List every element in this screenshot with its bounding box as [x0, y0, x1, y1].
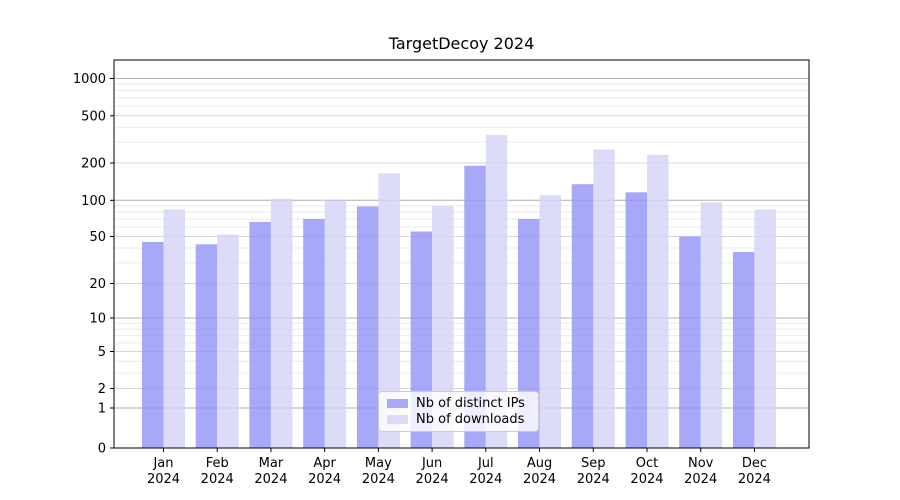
bar-jun-downloads [432, 205, 454, 448]
legend-label-downloads: Nb of downloads [416, 412, 525, 428]
x-axis-tick-label-month: Oct [636, 456, 658, 471]
legend-item-distinct-ips: Nb of distinct IPs [387, 396, 530, 411]
legend-item-downloads: Nb of downloads [387, 412, 530, 427]
bar-mar-distinct-ips [249, 222, 271, 448]
x-axis-tick-label-month: Nov [688, 456, 714, 471]
bar-jan-distinct-ips [142, 242, 164, 448]
bar-feb-distinct-ips [195, 244, 218, 448]
bar-oct-downloads [647, 154, 669, 448]
y-axis-tick-label: 1 [98, 402, 106, 417]
bar-may-downloads [378, 173, 400, 448]
y-axis-tick-label: 10 [89, 312, 106, 327]
x-axis-tick-label-month: Jan [152, 456, 173, 471]
bar-aug-distinct-ips [518, 219, 540, 448]
bar-dec-distinct-ips [732, 252, 755, 448]
y-axis-tick-label: 50 [89, 230, 106, 245]
x-axis-tick-label-month: May [365, 456, 392, 471]
bar-may-distinct-ips [356, 206, 379, 448]
bar-apr-distinct-ips [303, 219, 325, 448]
bar-mar-downloads [270, 198, 293, 448]
x-axis-tick-label-year: 2024 [469, 472, 502, 487]
x-axis-tick-label-month: Jun [421, 456, 442, 471]
bar-apr-downloads [324, 200, 347, 448]
x-axis-tick-label-month: Feb [206, 456, 229, 471]
x-axis-tick-label-year: 2024 [416, 472, 449, 487]
y-axis-tick-label: 1000 [73, 72, 106, 87]
bar-feb-downloads [217, 234, 239, 448]
x-axis-tick-label-year: 2024 [362, 472, 395, 487]
bar-jul-downloads [485, 134, 508, 448]
bar-sep-downloads [593, 149, 615, 448]
bar-jan-downloads [163, 209, 185, 448]
plot-border [113, 59, 810, 449]
legend-label-distinct-ips: Nb of distinct IPs [416, 395, 525, 411]
bar-sep-distinct-ips [571, 184, 594, 448]
y-axis-tick-label: 500 [81, 109, 106, 124]
x-axis-tick-label-month: Apr [313, 456, 336, 471]
y-axis-tick-label: 200 [81, 157, 106, 172]
x-axis-tick-label-month: Dec [742, 456, 767, 471]
x-axis-tick-label-year: 2024 [523, 472, 556, 487]
x-axis-tick-label-year: 2024 [147, 472, 180, 487]
legend: Nb of distinct IPs Nb of downloads [378, 391, 539, 432]
x-axis-tick-label-year: 2024 [201, 472, 234, 487]
bar-jul-distinct-ips [464, 165, 486, 449]
y-axis-tick-label: 5 [98, 345, 106, 360]
legend-swatch-distinct-ips [387, 398, 408, 408]
y-axis-tick-label: 0 [98, 442, 106, 457]
x-axis-tick-label-year: 2024 [577, 472, 610, 487]
legend-swatch-downloads [387, 415, 408, 425]
bar-aug-downloads [539, 195, 561, 448]
bar-oct-distinct-ips [625, 192, 647, 448]
x-axis-tick-label-year: 2024 [630, 472, 663, 487]
chart-title: TargetDecoy 2024 [388, 34, 535, 53]
y-axis-tick-label: 2 [98, 382, 106, 397]
x-axis-tick-label-month: Aug [527, 456, 552, 471]
bar-nov-downloads [700, 202, 723, 448]
bar-dec-downloads [754, 209, 776, 448]
bar-nov-distinct-ips [679, 236, 701, 448]
y-axis-tick-label: 20 [89, 277, 106, 292]
x-axis-tick-label-month: Mar [259, 456, 284, 471]
x-axis-tick-label-month: Jul [477, 456, 494, 471]
x-axis-tick-label-year: 2024 [254, 472, 287, 487]
x-axis-tick-label-year: 2024 [308, 472, 341, 487]
x-axis-tick-label-year: 2024 [684, 472, 717, 487]
x-axis-tick-label-year: 2024 [738, 472, 771, 487]
y-axis-tick-label: 100 [81, 194, 106, 209]
x-axis-tick-label-month: Sep [581, 456, 606, 471]
